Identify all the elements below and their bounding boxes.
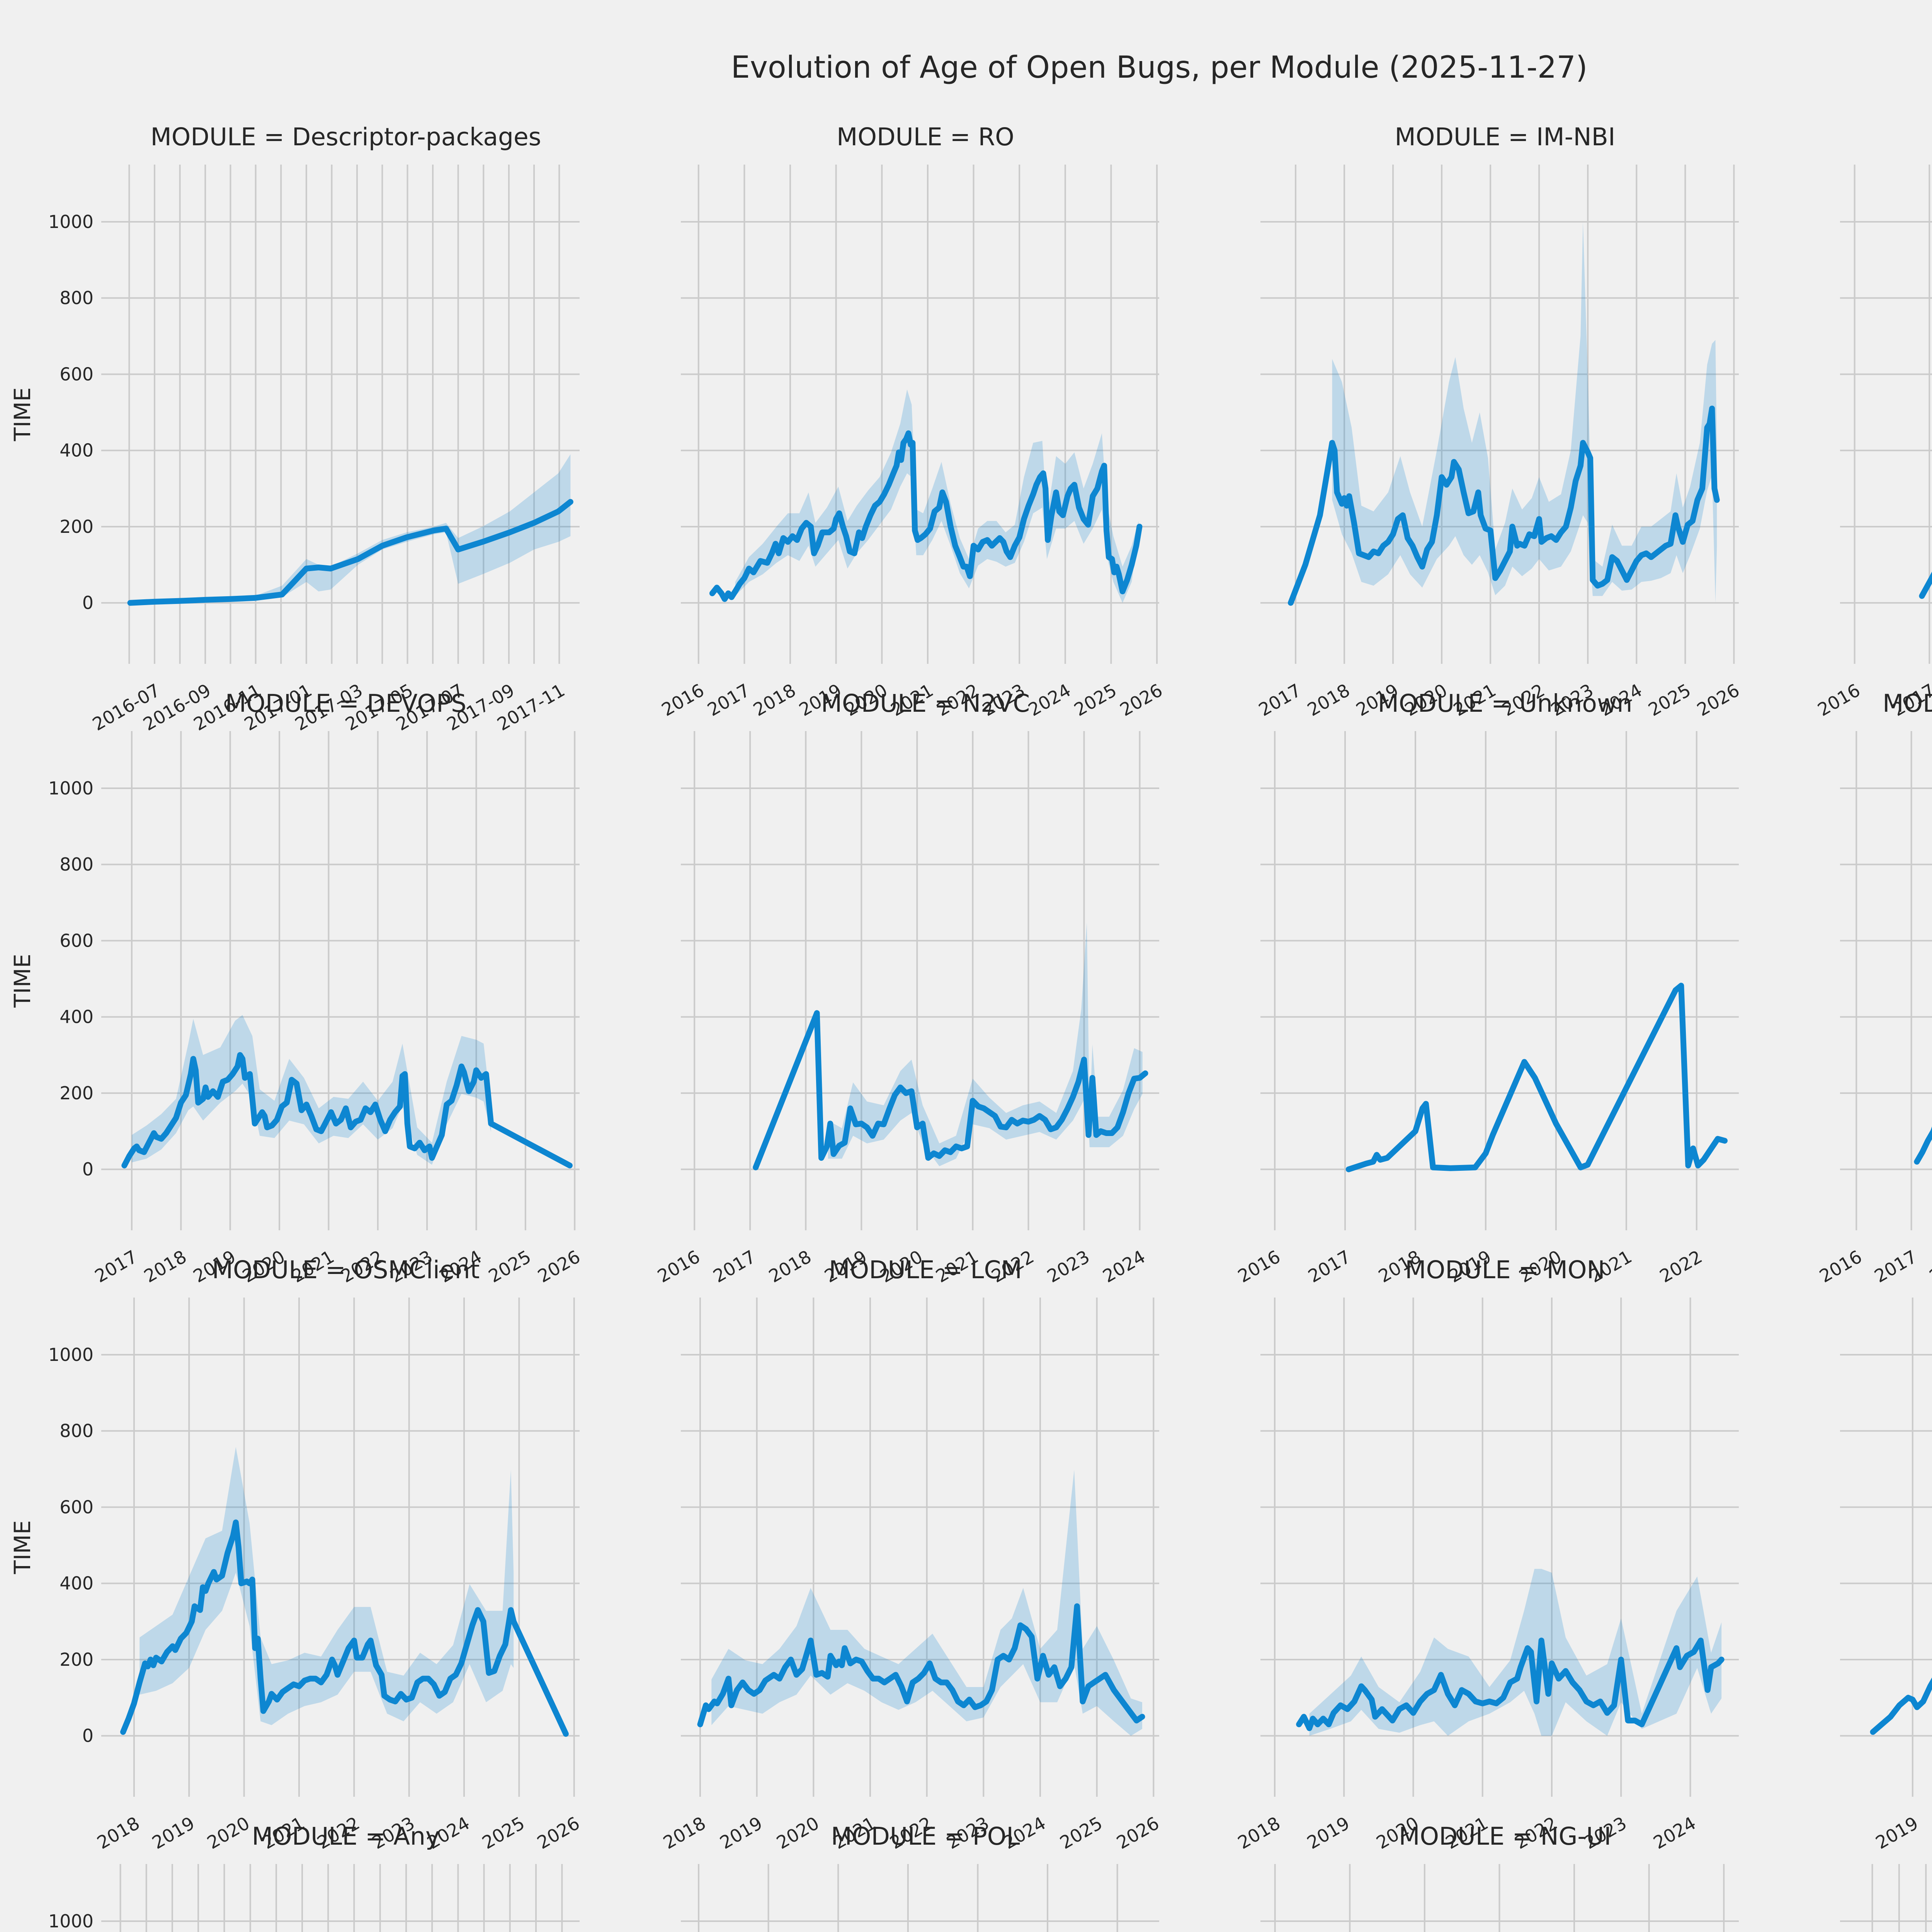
facet-plot-ng-ui: 2020202120222023202420252026MONTH	[1260, 1864, 1739, 1932]
y-axis-label: TIME	[9, 1520, 36, 1574]
y-tick-label: 0	[82, 1725, 94, 1746]
data-line-ro	[709, 430, 1143, 602]
y-tick-label: 600	[60, 364, 94, 384]
y-tick-label: 0	[82, 592, 94, 613]
confidence-band	[828, 922, 1143, 1167]
confidence-band	[735, 389, 1139, 603]
facet-title-n2vc: MODULE = N2VC	[821, 689, 1030, 718]
facet-plot-ro: 2016201720182019202020212022202320242025…	[658, 165, 1166, 720]
confidence-band	[255, 454, 571, 599]
data-line-mon	[1296, 1638, 1725, 1731]
data-line-descriptor-packages	[127, 499, 573, 606]
y-tick-label: 1000	[48, 778, 94, 799]
page-title: Evolution of Age of Open Bugs, per Modul…	[731, 50, 1588, 85]
y-tick-label: 1000	[48, 211, 94, 232]
y-tick-label: 600	[60, 1497, 94, 1517]
data-line-im-nbi	[1287, 405, 1720, 606]
data-line-lcm	[697, 1603, 1145, 1728]
y-tick-label: 200	[60, 1649, 94, 1670]
facet-title-common: MODULE = common	[1851, 1256, 1932, 1284]
facet-plot-unknown: 2016 2017 2018 2019 2020 2021 2022	[1234, 731, 1739, 1287]
data-line-documentation-wiki	[1914, 1126, 1932, 1165]
data-line-n2vc	[753, 1010, 1148, 1170]
facet-title-descriptor-packages: MODULE = Descriptor-packages	[150, 123, 541, 151]
facet-plot-descriptor-packages: 2016-072016-092016-112017-012017-032017-…	[9, 165, 580, 735]
facet-title-documentation-wiki: MODULE = Documentation / Wiki	[1883, 689, 1932, 718]
confidence-band	[1332, 221, 1717, 603]
y-tick-label: 1000	[48, 1911, 94, 1932]
y-tick-label: 200	[60, 1083, 94, 1104]
facet-title-ro: MODULE = RO	[837, 123, 1014, 151]
y-tick-label: 0	[82, 1159, 94, 1180]
data-line-common	[1870, 1677, 1932, 1735]
facet-title-im-nbi: MODULE = IM-NBI	[1395, 123, 1616, 151]
facet-plot-pol: 2018201920202021202220232024MONTH	[681, 1864, 1159, 1932]
facet-title-osmclient: MODULE = OSMClient	[212, 1256, 480, 1284]
y-tick-label: 1000	[48, 1344, 94, 1365]
facet-title-lcm: MODULE = LCM	[829, 1256, 1022, 1284]
facet-title-other: MODULE = Other	[1851, 123, 1932, 151]
y-tick-label: 800	[60, 1420, 94, 1441]
y-tick-label: 200	[60, 516, 94, 537]
facet-plot-any: 2019-012019-052019-092020-012020-052020-…	[48, 1864, 580, 1932]
y-axis-label: TIME	[9, 954, 36, 1008]
facet-plot-osmclient: 2018 2019 2020 2021 2022 2023 2024 2025 20260200…	[9, 1298, 583, 1853]
confidence-band	[139, 1447, 514, 1725]
y-tick-label: 800	[60, 854, 94, 875]
facet-plot-mon: 2018 2019 2020 2021 2022 2023 2024	[1234, 1298, 1739, 1853]
facet-title-mon: MODULE = MON	[1405, 1256, 1605, 1284]
facet-title-ng-ui: MODULE = NG-UI	[1399, 1822, 1611, 1850]
y-axis-label: TIME	[9, 387, 36, 441]
facet-plot-pla: 2020-072020-102021-012021-042021-072021-…	[1840, 1864, 1932, 1932]
y-tick-label: 400	[60, 1573, 94, 1594]
y-tick-label: 400	[60, 440, 94, 461]
y-tick-label: 600	[60, 930, 94, 951]
data-line-unknown	[1345, 983, 1728, 1172]
facet-title-pla: MODULE = PLA	[1851, 1822, 1932, 1850]
facet-title-unknown: MODULE = Unknown	[1378, 689, 1633, 718]
data-line-devops	[121, 1052, 573, 1168]
y-tick-label: 800	[60, 287, 94, 308]
facet-plot-n2vc: 2016 2017 2018 2019 2020 2021 2022 2023 2024	[654, 731, 1159, 1287]
y-tick-label: 400	[60, 1007, 94, 1027]
facet-title-pol: MODULE = POL	[831, 1822, 1020, 1850]
facet-title-devops: MODULE = DEVOPS	[225, 689, 467, 718]
facet-plot-lcm: 2018 2019 2020 2021 2022 2023 2024 2025 2026	[660, 1298, 1163, 1853]
facet-title-any: MODULE = Any	[252, 1822, 440, 1850]
data-line-osmclient	[120, 1519, 569, 1737]
data-line-other	[1919, 571, 1932, 599]
confidence-band	[131, 1015, 491, 1165]
facet-plot-devops: 2017201820192020202120222023202420252026…	[9, 731, 584, 1287]
